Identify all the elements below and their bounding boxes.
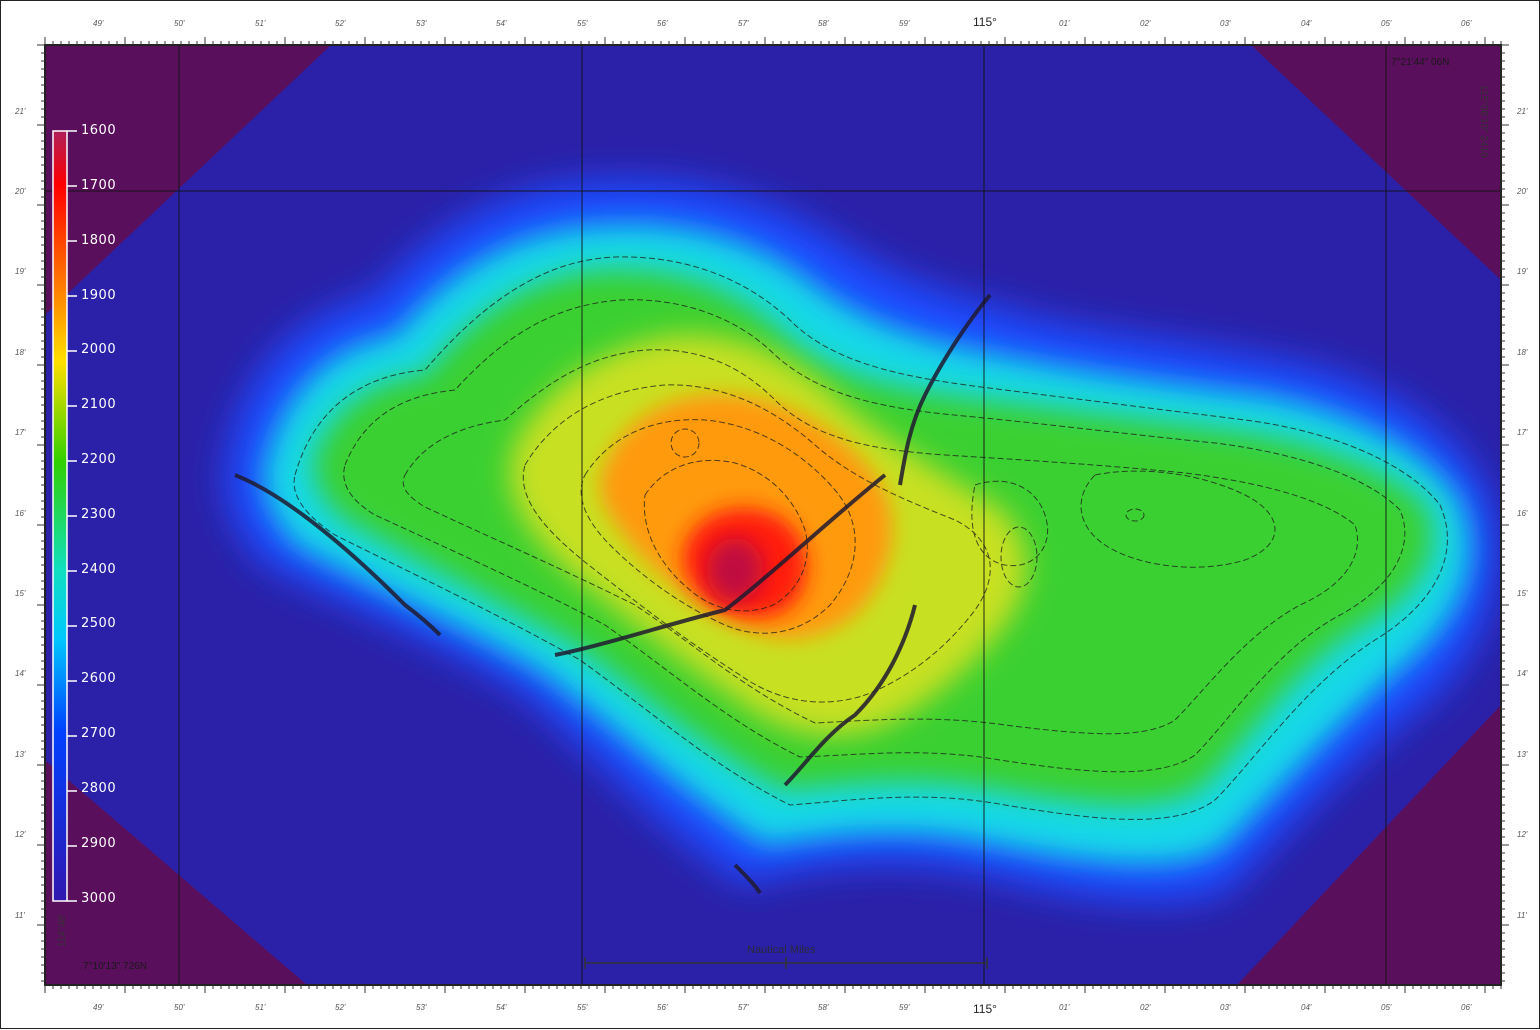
bottom-minute-label: 56' — [657, 1003, 668, 1012]
top-minute-label: 50' — [174, 19, 185, 28]
top-minute-label: 05' — [1381, 19, 1392, 28]
legend-label: 2800 — [81, 781, 117, 796]
right-minute-label: 16' — [1517, 509, 1528, 518]
left-minute-label: 17' — [15, 428, 26, 437]
bottom-minute-label: 06' — [1461, 1003, 1472, 1012]
top-right-coordinate: 7°21'44" 06N — [1391, 57, 1450, 68]
legend-label: 1700 — [81, 178, 117, 193]
left-minute-label: 16' — [15, 509, 26, 518]
bottom-minute-label: 59' — [899, 1003, 910, 1012]
right-minute-label: 14' — [1517, 669, 1528, 678]
legend-label: 2400 — [81, 562, 117, 577]
top-minute-label: 01' — [1059, 19, 1070, 28]
legend-label: 2200 — [81, 452, 117, 467]
bottom-minute-label: 05' — [1381, 1003, 1392, 1012]
top-minute-label: 53' — [416, 19, 427, 28]
right-minute-label: 19' — [1517, 267, 1528, 276]
bottom-minute-label: 58' — [818, 1003, 829, 1012]
top-minute-label: 55' — [577, 19, 588, 28]
top-minute-label: 59' — [899, 19, 910, 28]
legend-label: 2900 — [81, 836, 117, 851]
left-minute-label: 18' — [15, 348, 26, 357]
right-minute-label: 13' — [1517, 750, 1528, 759]
right-minute-label: 18' — [1517, 348, 1528, 357]
right-vertical-coordinate: 115°06'10" 2410 — [1478, 85, 1489, 158]
legend-label: 1600 — [81, 123, 117, 138]
right-minute-label: 21' — [1517, 107, 1528, 116]
bottom-left-coordinate: 7°10'13" 726N — [83, 961, 147, 972]
left-vertical-coordinate: 114°48' — [57, 914, 68, 947]
bottom-minute-label: 51' — [255, 1003, 266, 1012]
top-minute-label: 56' — [657, 19, 668, 28]
top-minute-label: 57' — [738, 19, 749, 28]
bottom-center-lon-label: 115° — [973, 1002, 997, 1016]
left-minute-label: 11' — [15, 911, 25, 920]
left-minute-label: 21' — [15, 107, 26, 116]
bottom-minute-label: 02' — [1140, 1003, 1151, 1012]
right-minute-label: 20' — [1517, 187, 1528, 196]
top-minute-label: 52' — [335, 19, 346, 28]
top-minute-label: 58' — [818, 19, 829, 28]
legend-label: 2600 — [81, 671, 117, 686]
right-minute-label: 11' — [1517, 911, 1527, 920]
top-minute-label: 02' — [1140, 19, 1151, 28]
right-minute-label: 12' — [1517, 830, 1528, 839]
legend-label: 2300 — [81, 507, 117, 522]
legend-label: 1900 — [81, 288, 117, 303]
bottom-minute-label: 57' — [738, 1003, 749, 1012]
scale-bar-title: Nautical Miles — [747, 944, 816, 956]
bottom-minute-label: 54' — [496, 1003, 507, 1012]
bottom-minute-label: 49' — [93, 1003, 104, 1012]
legend-label: 3000 — [81, 891, 117, 906]
left-minute-label: 19' — [15, 267, 26, 276]
bathymetry-canvas — [45, 45, 1501, 985]
top-minute-label: 04' — [1301, 19, 1312, 28]
right-minute-label: 15' — [1517, 589, 1528, 598]
legend-label: 2100 — [81, 397, 117, 412]
depth-legend-bar — [52, 130, 68, 902]
bottom-minute-label: 55' — [577, 1003, 588, 1012]
left-minute-label: 12' — [15, 830, 26, 839]
seamount-summit — [707, 538, 763, 602]
top-minute-label: 51' — [255, 19, 266, 28]
left-minute-label: 13' — [15, 750, 26, 759]
right-minute-label: 17' — [1517, 428, 1528, 437]
bottom-minute-label: 53' — [416, 1003, 427, 1012]
left-minute-label: 20' — [15, 187, 26, 196]
bottom-minute-label: 03' — [1220, 1003, 1231, 1012]
top-minute-label: 06' — [1461, 19, 1472, 28]
bottom-minute-label: 01' — [1059, 1003, 1070, 1012]
legend-label: 2000 — [81, 342, 117, 357]
top-center-lon-label: 115° — [973, 15, 997, 29]
top-minute-label: 49' — [93, 19, 104, 28]
legend-label: 2500 — [81, 616, 117, 631]
top-minute-label: 54' — [496, 19, 507, 28]
bottom-minute-label: 04' — [1301, 1003, 1312, 1012]
top-minute-label: 03' — [1220, 19, 1231, 28]
bathymetry-map[interactable] — [45, 45, 1501, 985]
legend-label: 1800 — [81, 233, 117, 248]
legend-label: 2700 — [81, 726, 117, 741]
left-minute-label: 15' — [15, 589, 26, 598]
left-minute-label: 14' — [15, 669, 26, 678]
bottom-minute-label: 50' — [174, 1003, 185, 1012]
bottom-minute-label: 52' — [335, 1003, 346, 1012]
